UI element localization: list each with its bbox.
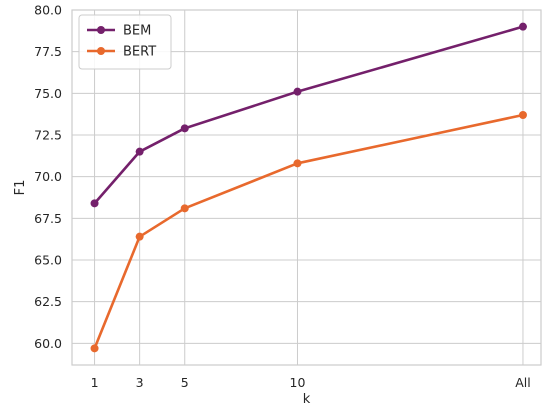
y-tick-label: 77.5 bbox=[34, 44, 62, 59]
data-point-bem bbox=[90, 199, 99, 208]
y-tick-labels: 60.0 62.5 65.0 67.5 70.0 72.5 75.0 77.5 80.0 bbox=[34, 3, 62, 351]
plot-frame bbox=[71, 9, 542, 366]
x-tick-label: 1 bbox=[91, 375, 99, 390]
data-point-bert bbox=[180, 204, 189, 213]
series-line-bert bbox=[93, 113, 525, 350]
legend-marker-bem bbox=[97, 26, 105, 34]
data-point-bem bbox=[518, 22, 527, 31]
y-tick-label: 67.5 bbox=[34, 211, 62, 226]
data-point-bert bbox=[293, 159, 302, 168]
x-tick-label: All bbox=[515, 375, 531, 390]
y-axis-label: F1 bbox=[13, 180, 28, 196]
legend-label-bem: BEM bbox=[123, 24, 151, 39]
legend: BEM BERT bbox=[78, 14, 172, 70]
y-tick-label: 62.5 bbox=[34, 294, 62, 309]
y-tick-label: 72.5 bbox=[34, 128, 62, 143]
series-layer bbox=[90, 22, 527, 353]
legend-label-bert: BERT bbox=[123, 45, 156, 60]
y-tick-label: 80.0 bbox=[34, 3, 62, 18]
data-point-bert bbox=[518, 111, 527, 119]
legend-marker-bert bbox=[97, 47, 105, 55]
y-tick-label: 75.0 bbox=[34, 86, 62, 101]
data-point-bem bbox=[180, 124, 189, 133]
y-tick-label: 65.0 bbox=[34, 253, 62, 268]
y-tick-label: 70.0 bbox=[34, 169, 62, 184]
x-tick-labels: 1 3 5 10 All bbox=[91, 375, 531, 390]
data-point-bert bbox=[135, 232, 144, 241]
x-tick-label: 3 bbox=[136, 375, 144, 390]
x-tick-label: 5 bbox=[181, 375, 189, 390]
y-tick-label: 60.0 bbox=[34, 336, 62, 351]
x-axis-label: k bbox=[303, 392, 311, 407]
x-tick-label: 10 bbox=[290, 375, 306, 390]
data-point-bem bbox=[135, 147, 144, 156]
data-point-bem bbox=[293, 87, 302, 96]
data-point-bert bbox=[90, 344, 99, 353]
